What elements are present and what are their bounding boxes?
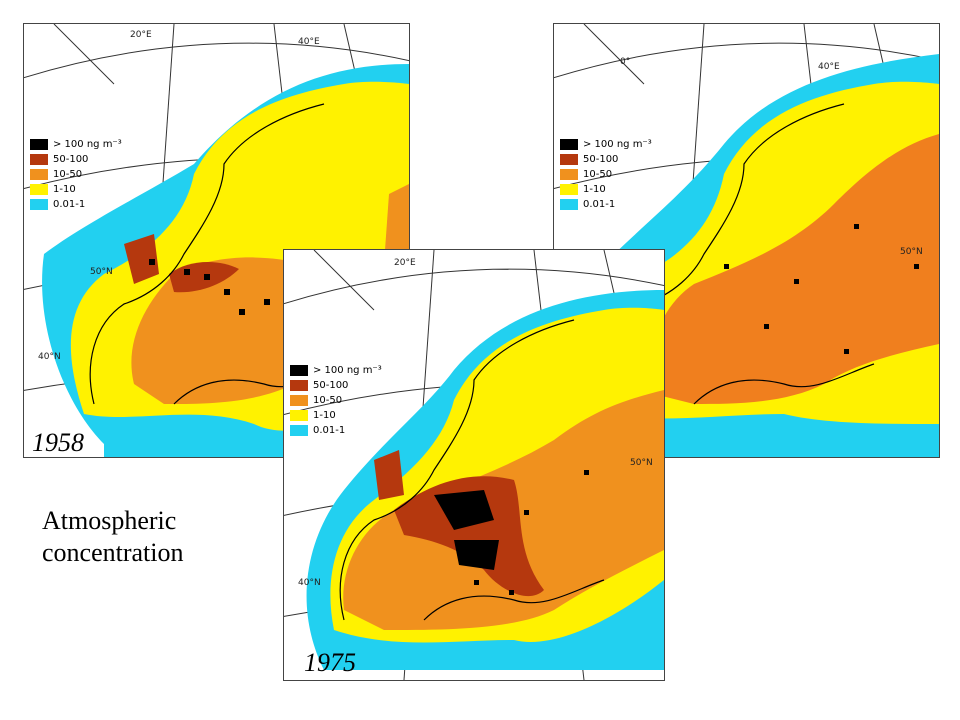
lon-label-40e: 40°E [298, 37, 320, 47]
coastlines [339, 319, 605, 621]
legend-row: 50-100 [290, 378, 382, 393]
swatch-yellow [290, 410, 308, 421]
legend-label: > 100 ng m⁻³ [313, 365, 382, 376]
figure-caption: Atmospheric concentration [42, 505, 184, 569]
lon-label-40e: 40°E [818, 62, 840, 72]
swatch-orange [290, 395, 308, 406]
hotspot-cells [434, 470, 589, 595]
swatch-cyan [560, 199, 578, 210]
lat-label-40n: 40°N [298, 578, 321, 588]
hotspot-cells [149, 259, 270, 315]
swatch-dark-red [290, 380, 308, 391]
legend-row: 0.01-1 [560, 197, 652, 212]
swatch-orange [30, 169, 48, 180]
legend-label: 0.01-1 [53, 199, 86, 210]
legend-row: > 100 ng m⁻³ [560, 137, 652, 152]
caption-line-1: Atmospheric [42, 506, 177, 535]
legend-label: 1-10 [313, 410, 336, 421]
year-label-1975: 1975 [304, 648, 356, 677]
legend-row: 50-100 [560, 152, 652, 167]
europe-map-1995: 0° 40°E 50°N 40°N [554, 24, 939, 457]
swatch-black [290, 365, 308, 376]
swatch-black [560, 139, 578, 150]
legend-label: 0.01-1 [583, 199, 616, 210]
swatch-dark-red [30, 154, 48, 165]
legend-row: 0.01-1 [30, 197, 122, 212]
europe-map-1975: 20°E 50°N 40°N [284, 250, 664, 680]
lon-label-20e: 20°E [130, 30, 152, 40]
land-mid-concentration [651, 134, 939, 404]
legend-label: 10-50 [53, 169, 83, 180]
graticule-labels: 20°E 40°E 50°N 40°N [38, 30, 320, 362]
land-high-concentration [374, 450, 544, 597]
legend-label: 10-50 [313, 395, 343, 406]
swatch-yellow [560, 184, 578, 195]
legend-label: > 100 ng m⁻³ [583, 139, 652, 150]
graticule-labels: 20°E 50°N 40°N [298, 258, 653, 588]
legend-label: 50-100 [53, 154, 89, 165]
lat-label-50n: 50°N [630, 458, 653, 468]
legend-1995: > 100 ng m⁻³ 50-100 10-50 1-10 0.01-1 [560, 137, 652, 212]
legend-row: 10-50 [290, 393, 382, 408]
lon-label-20e: 20°E [394, 258, 416, 268]
legend-label: 50-100 [583, 154, 619, 165]
legend-row: 1-10 [290, 408, 382, 423]
legend-row: > 100 ng m⁻³ [30, 137, 122, 152]
legend-row: 10-50 [560, 167, 652, 182]
legend-row: > 100 ng m⁻³ [290, 363, 382, 378]
hotspot-cells [724, 224, 919, 354]
year-label-1958: 1958 [32, 428, 84, 457]
lat-label-50n: 50°N [90, 267, 113, 277]
swatch-dark-red [560, 154, 578, 165]
swatch-cyan [290, 425, 308, 436]
legend-label: > 100 ng m⁻³ [53, 139, 122, 150]
map-panel-1975: 20°E 50°N 40°N > 100 ng m⁻³ 50-100 10-50… [283, 249, 665, 681]
legend-label: 50-100 [313, 380, 349, 391]
legend-row: 0.01-1 [290, 423, 382, 438]
legend-row: 1-10 [560, 182, 652, 197]
map-panel-1995: 0° 40°E 50°N 40°N > 100 ng m⁻³ 50-100 10… [553, 23, 940, 458]
swatch-cyan [30, 199, 48, 210]
legend-1975: > 100 ng m⁻³ 50-100 10-50 1-10 0.01-1 [290, 363, 382, 438]
swatch-black [30, 139, 48, 150]
lat-label-50n: 50°N [900, 247, 923, 257]
lon-label-0: 0° [620, 57, 630, 67]
legend-label: 0.01-1 [313, 425, 346, 436]
lat-label-40n: 40°N [38, 352, 61, 362]
legend-1958: > 100 ng m⁻³ 50-100 10-50 1-10 0.01-1 [30, 137, 122, 212]
swatch-orange [560, 169, 578, 180]
swatch-yellow [30, 184, 48, 195]
legend-label: 1-10 [53, 184, 76, 195]
caption-line-2: concentration [42, 538, 184, 567]
legend-row: 50-100 [30, 152, 122, 167]
legend-label: 10-50 [583, 169, 613, 180]
legend-row: 1-10 [30, 182, 122, 197]
legend-row: 10-50 [30, 167, 122, 182]
legend-label: 1-10 [583, 184, 606, 195]
